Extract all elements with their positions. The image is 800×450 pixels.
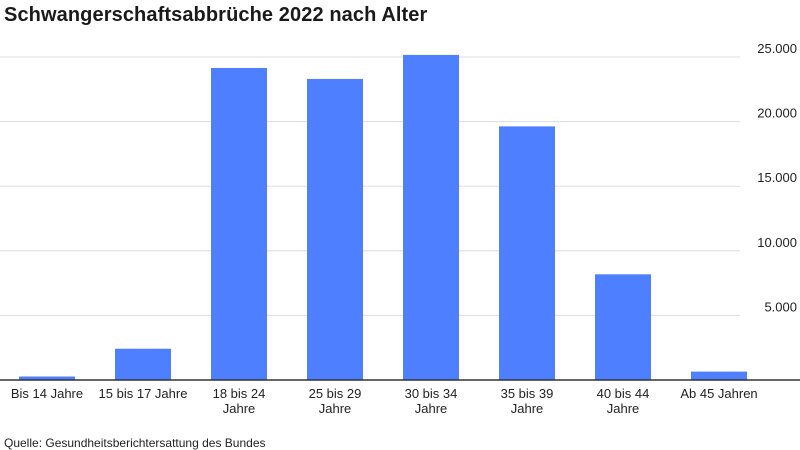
y-tick-label: 15.000 (757, 170, 797, 185)
x-tick-label: 25 bis 29 (309, 386, 362, 401)
x-tick-label: Ab 45 Jahren (680, 386, 757, 401)
bar (499, 126, 555, 380)
bar (19, 376, 75, 380)
x-tick-label: Jahre (607, 401, 640, 416)
bar (691, 371, 747, 380)
y-tick-label: 25.000 (757, 41, 797, 56)
bar (595, 274, 651, 380)
bar (211, 67, 267, 381)
y-tick-label: 20.000 (757, 106, 797, 121)
chart-title: Schwangerschaftsabbrüche 2022 nach Alter (4, 4, 428, 26)
y-tick-label: 5.000 (764, 299, 797, 314)
x-tick-label: 40 bis 44 (597, 386, 650, 401)
y-tick-label: 10.000 (757, 235, 797, 250)
bar (403, 54, 459, 380)
bar (307, 78, 363, 381)
bar (115, 348, 171, 380)
x-tick-label: Jahre (223, 401, 256, 416)
bar-chart: 5.000 10.000 15.000 20.000 25.000 Bis 14 Jahr… (0, 41, 800, 416)
x-tick-label: Jahre (319, 401, 352, 416)
x-tick-label: Bis 14 Jahre (11, 386, 83, 401)
x-tick-label: 15 bis 17 Jahre (99, 386, 188, 401)
x-tick-label: 18 bis 24 (213, 386, 266, 401)
x-tick-label: Jahre (415, 401, 448, 416)
source-note: Quelle: Gesundheitsberichtersattung des … (4, 436, 266, 450)
x-tick-label: 30 bis 34 (405, 386, 458, 401)
x-tick-label: Jahre (511, 401, 544, 416)
x-tick-label: 35 bis 39 (501, 386, 554, 401)
